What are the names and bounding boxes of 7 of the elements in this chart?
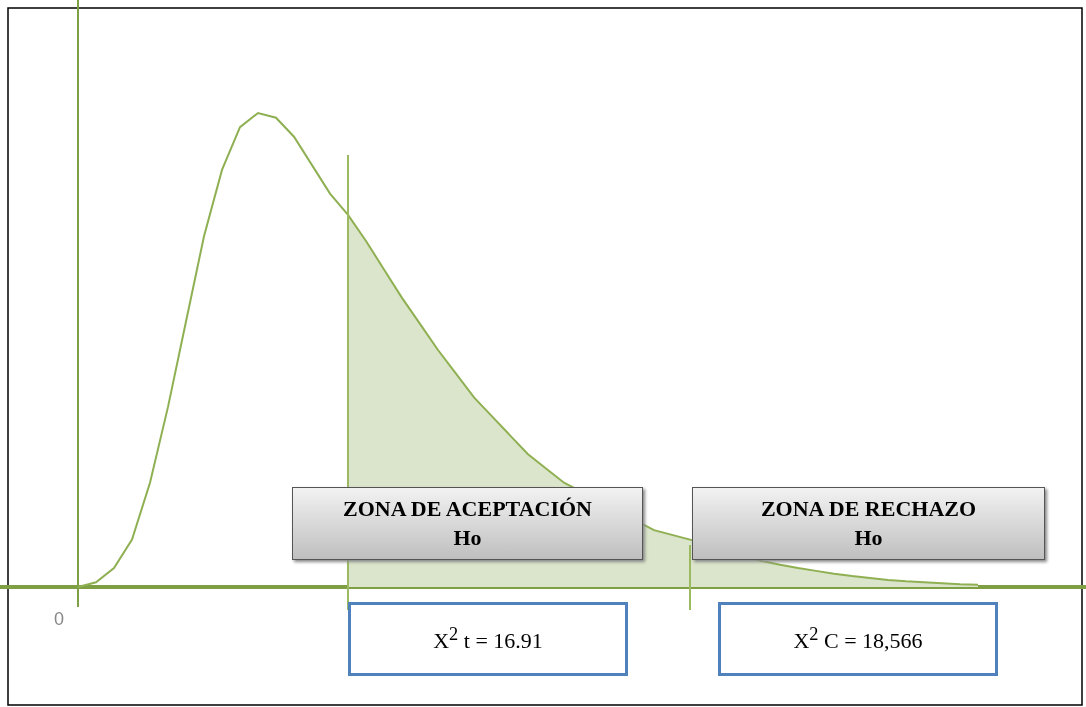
text: 0	[53, 608, 64, 632]
annotation: ZONA DE RECHAZO Ho	[760, 494, 977, 552]
annotation: ZONA DE ACEPTACIÓN Ho	[343, 494, 592, 552]
value-label-box: X$^{2}$ C = 18,566	[718, 602, 998, 676]
zone-label-box: ZONA DE RECHAZO Ho	[692, 487, 1045, 560]
zone-label-box: ZONA DE ACEPTACIÓN Ho	[292, 487, 643, 560]
value-label-box: X$^{2}$ t = 16.91	[348, 602, 628, 676]
